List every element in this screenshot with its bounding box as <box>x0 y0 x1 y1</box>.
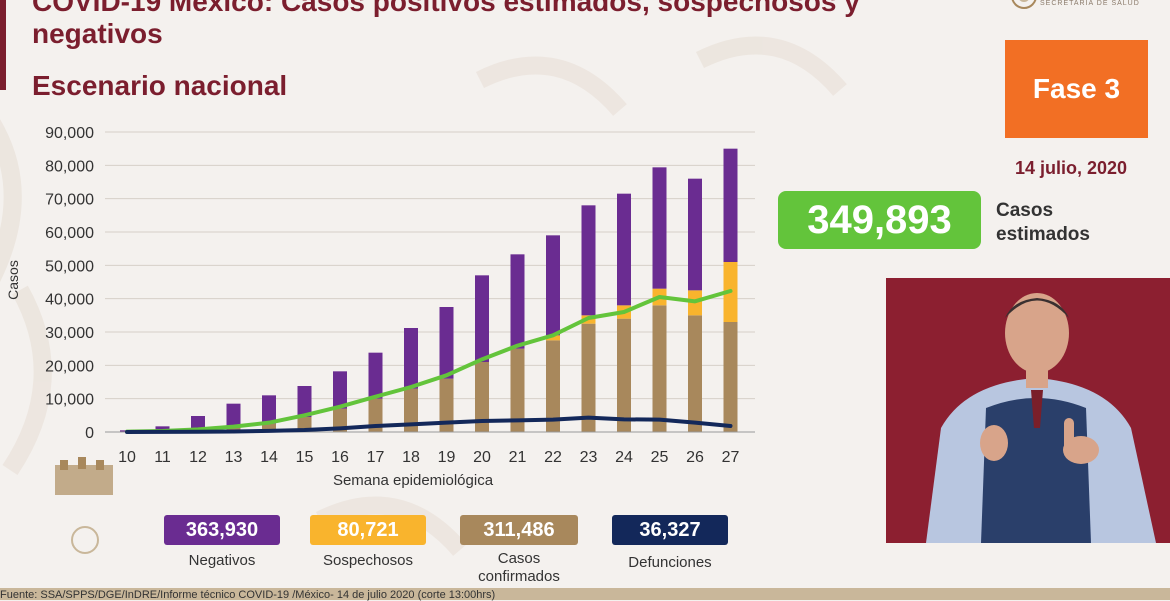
page-subtitle: Escenario nacional <box>32 70 287 102</box>
bar-casos-confirmados <box>724 322 738 432</box>
bar-negativos <box>475 275 489 362</box>
bar-casos-confirmados <box>617 319 631 432</box>
x-tick-label: 22 <box>544 449 562 466</box>
accent-bar <box>0 0 6 90</box>
x-tick-label: 15 <box>296 449 314 466</box>
y-tick-label: 10,000 <box>45 392 94 409</box>
bar-negativos <box>369 353 383 399</box>
x-tick-label: 14 <box>260 449 278 466</box>
bar-negativos <box>582 205 596 315</box>
x-tick-label: 17 <box>367 449 385 466</box>
y-axis-label: Casos <box>5 260 21 300</box>
y-tick-label: 50,000 <box>45 258 94 275</box>
bar-negativos <box>262 395 276 423</box>
interpreter-figure-icon <box>886 278 1170 543</box>
x-tick-label: 21 <box>509 449 527 466</box>
bar-negativos <box>333 371 347 408</box>
y-tick-label: 40,000 <box>45 292 94 309</box>
x-tick-label: 11 <box>154 449 171 466</box>
x-tick-label: 19 <box>438 449 456 466</box>
bar-casos-confirmados <box>653 305 667 432</box>
x-axis-label: Semana epidemiológica <box>333 472 494 489</box>
phase-badge: Fase 3 <box>1005 40 1148 138</box>
stat-defunciones-label: Defunciones <box>598 554 742 572</box>
y-tick-label: 90,000 <box>45 125 94 142</box>
stat-negativos-label: Negativos <box>150 552 294 570</box>
line-defunciones <box>127 418 731 432</box>
y-tick-label: 80,000 <box>45 158 94 175</box>
bar-negativos <box>617 194 631 306</box>
footer-source: Fuente: SSA/SPPS/DGE/InDRE/Informe técni… <box>0 589 495 601</box>
estimated-cases-label: Casos estimados <box>996 199 1136 247</box>
x-tick-label: 27 <box>722 449 740 466</box>
estimated-cases-value: 349,893 <box>778 191 981 249</box>
interpreter-video <box>886 278 1170 543</box>
x-tick-label: 26 <box>686 449 704 466</box>
bar-negativos <box>546 235 560 335</box>
x-tick-label: 18 <box>402 449 420 466</box>
bar-negativos <box>404 328 418 389</box>
x-tick-label: 13 <box>225 449 243 466</box>
bar-negativos <box>653 167 667 288</box>
bar-negativos <box>724 149 738 262</box>
bar-negativos <box>440 307 454 379</box>
x-tick-label: 24 <box>615 449 633 466</box>
report-date: 14 julio, 2020 <box>1015 158 1127 179</box>
stat-defunciones-value: 36,327 <box>612 515 728 545</box>
stat-sospechosos-value: 80,721 <box>310 515 426 545</box>
x-tick-label: 10 <box>118 449 136 466</box>
bar-negativos <box>227 404 241 427</box>
cases-chart: 90,000 80,000 70,000 60,000 50,000 40,000 30,0… <box>0 110 770 490</box>
stat-confirmados-value: 311,486 <box>460 515 578 545</box>
bar-negativos <box>688 179 702 291</box>
stat-confirmados-label: Casos confirmados <box>470 550 568 586</box>
x-tick-label: 12 <box>189 449 207 466</box>
y-tick-label: 70,000 <box>45 192 94 209</box>
stat-sospechosos-label: Sospechosos <box>296 552 440 570</box>
y-tick-label: 20,000 <box>45 358 94 375</box>
y-tick-label: 0 <box>85 425 94 442</box>
institution-logo-icon <box>50 455 120 555</box>
x-tick-label: 25 <box>651 449 669 466</box>
x-tick-label: 16 <box>331 449 349 466</box>
bar-negativos <box>511 254 525 348</box>
line-casos-estimados <box>127 291 731 432</box>
bar-casos-confirmados <box>688 315 702 432</box>
y-tick-label: 60,000 <box>45 225 94 242</box>
logo-text: SECRETARÍA DE SALUD <box>1040 0 1140 7</box>
page-title: COVID-19 México: Casos positivos estimad… <box>32 0 932 50</box>
x-tick-label: 20 <box>473 449 491 466</box>
x-tick-label: 23 <box>580 449 598 466</box>
stat-negativos-value: 363,930 <box>164 515 280 545</box>
y-tick-label: 30,000 <box>45 325 94 342</box>
